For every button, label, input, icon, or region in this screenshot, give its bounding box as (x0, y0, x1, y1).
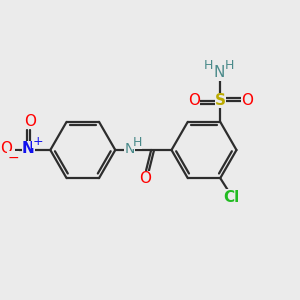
Text: H: H (225, 59, 234, 72)
Text: +: + (33, 135, 43, 148)
Text: S: S (215, 93, 226, 108)
Text: H: H (204, 59, 213, 72)
Text: O: O (1, 141, 13, 156)
Text: O: O (24, 114, 36, 129)
Text: O: O (241, 93, 253, 108)
Text: O: O (188, 93, 200, 108)
Text: N: N (213, 65, 224, 80)
Text: −: − (7, 151, 19, 165)
Text: Cl: Cl (223, 190, 239, 205)
Text: N: N (124, 142, 135, 156)
Text: H: H (132, 136, 142, 148)
Text: O: O (139, 171, 151, 186)
Text: N: N (22, 141, 35, 156)
